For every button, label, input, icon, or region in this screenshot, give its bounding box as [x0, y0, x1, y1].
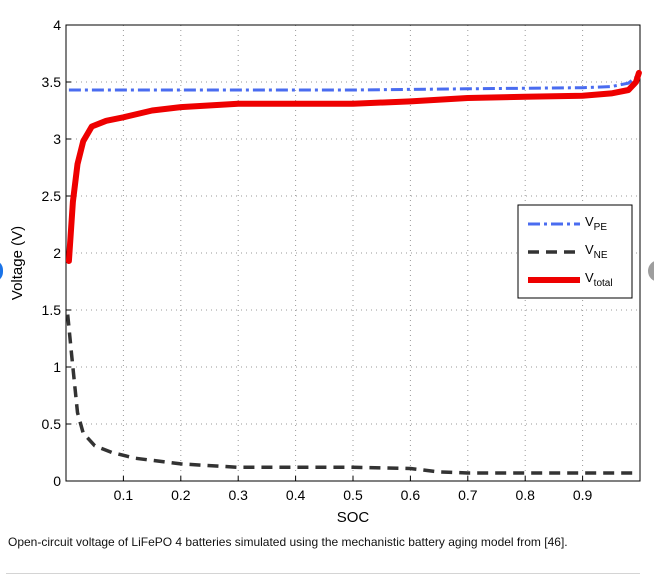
y-tick-label: 3	[53, 131, 61, 147]
x-tick-label: 0.3	[228, 487, 248, 503]
legend-label-vtotal-main: V	[585, 270, 594, 285]
series-line-v-ne	[65, 314, 635, 475]
x-axis-label: SOC	[337, 509, 370, 526]
legend-label-vne-main: V	[585, 242, 594, 257]
y-tick-label: 2.5	[42, 188, 62, 204]
legend-label-vtotal: Vtotal	[585, 270, 613, 289]
y-axis-label: Voltage (V)	[9, 226, 26, 300]
legend: VPE VNE Vtotal	[517, 204, 633, 299]
legend-label-vpe-sub: PE	[594, 222, 608, 233]
y-tick-label: 0.5	[42, 416, 62, 432]
figure-caption: Open-circuit voltage of LiFePO 4 batteri…	[8, 535, 568, 549]
x-tick-label: 0.4	[286, 487, 306, 503]
legend-label-vpe: VPE	[585, 214, 607, 233]
axis-ticks: 0.1 0.2 0.3 0.4 0.5 0.6 0.7 0.8 0.9 0 0.5 1 1.5 2 2.5 3…	[42, 17, 593, 503]
legend-label-vtotal-sub: total	[594, 278, 613, 289]
series-line-v-total	[65, 69, 642, 264]
next-nav-icon[interactable]	[648, 260, 654, 282]
y-tick-label: 1	[53, 359, 61, 375]
x-tick-label: 0.6	[401, 487, 421, 503]
y-tick-label: 0	[53, 473, 61, 489]
y-tick-label: 3.5	[42, 74, 62, 90]
divider	[6, 573, 640, 574]
legend-label-vne: VNE	[585, 242, 608, 261]
x-tick-label: 0.1	[114, 487, 134, 503]
x-tick-label: 0.5	[343, 487, 363, 503]
x-tick-label: 0.7	[458, 487, 478, 503]
y-tick-label: 4	[53, 17, 61, 33]
voltage-soc-chart: 0.1 0.2 0.3 0.4 0.5 0.6 0.7 0.8 0.9 0 0.5 1 1.5 2 2.5 3…	[9, 17, 642, 526]
series-line-v-pe	[68, 75, 639, 92]
prev-nav-icon[interactable]	[0, 260, 3, 282]
legend-label-vne-sub: NE	[594, 250, 608, 261]
y-tick-label: 2	[53, 245, 61, 261]
y-tick-label: 1.5	[42, 302, 62, 318]
legend-label-vpe-main: V	[585, 214, 594, 229]
x-tick-label: 0.8	[515, 487, 535, 503]
series-lines	[65, 69, 642, 475]
x-tick-label: 0.2	[171, 487, 191, 503]
x-tick-label: 0.9	[573, 487, 593, 503]
